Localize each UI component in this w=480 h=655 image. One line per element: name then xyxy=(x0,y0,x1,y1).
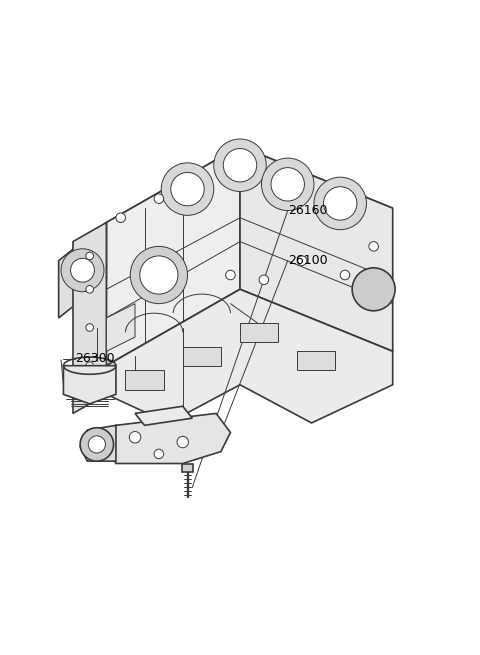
Circle shape xyxy=(116,213,125,223)
Circle shape xyxy=(324,187,357,220)
Circle shape xyxy=(369,242,378,251)
Polygon shape xyxy=(135,406,192,425)
Circle shape xyxy=(259,275,269,284)
Circle shape xyxy=(177,436,189,448)
Circle shape xyxy=(214,139,266,191)
Circle shape xyxy=(86,362,94,369)
Text: 26100: 26100 xyxy=(288,254,327,267)
Circle shape xyxy=(88,436,106,453)
Polygon shape xyxy=(107,290,393,423)
Polygon shape xyxy=(63,365,116,404)
Polygon shape xyxy=(240,146,393,351)
Circle shape xyxy=(171,172,204,206)
Text: 26160: 26160 xyxy=(288,204,327,217)
Polygon shape xyxy=(80,425,116,461)
Polygon shape xyxy=(73,223,107,413)
Circle shape xyxy=(161,163,214,215)
Polygon shape xyxy=(183,346,221,365)
Circle shape xyxy=(271,168,304,201)
Circle shape xyxy=(352,268,395,310)
Circle shape xyxy=(262,158,314,210)
Circle shape xyxy=(140,256,178,294)
Circle shape xyxy=(314,177,366,230)
Circle shape xyxy=(86,252,94,260)
Circle shape xyxy=(154,449,164,458)
Circle shape xyxy=(71,258,95,282)
Circle shape xyxy=(129,432,141,443)
Circle shape xyxy=(340,271,350,280)
Polygon shape xyxy=(297,351,336,371)
Polygon shape xyxy=(107,146,240,365)
Circle shape xyxy=(86,324,94,331)
Circle shape xyxy=(86,286,94,293)
Circle shape xyxy=(226,271,235,280)
Polygon shape xyxy=(182,464,193,472)
Polygon shape xyxy=(107,413,230,464)
Circle shape xyxy=(80,428,114,461)
Circle shape xyxy=(297,256,307,265)
Polygon shape xyxy=(107,146,393,284)
Polygon shape xyxy=(240,323,278,342)
Circle shape xyxy=(130,246,188,304)
Polygon shape xyxy=(59,223,107,318)
Polygon shape xyxy=(125,371,164,390)
Polygon shape xyxy=(107,304,135,351)
Circle shape xyxy=(61,249,104,291)
Text: 26300: 26300 xyxy=(75,352,115,365)
Circle shape xyxy=(223,149,257,182)
Circle shape xyxy=(154,194,164,204)
